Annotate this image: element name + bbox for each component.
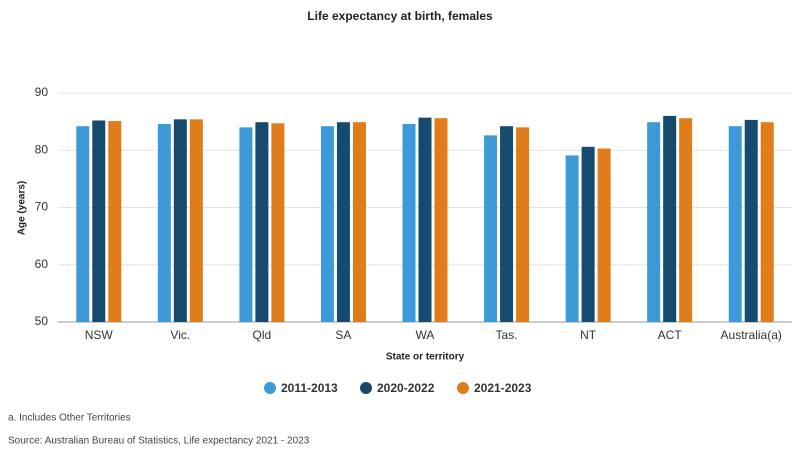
y-tick-label: 50 bbox=[35, 314, 49, 328]
y-axis-title: Age (years) bbox=[17, 181, 28, 235]
bar bbox=[516, 127, 530, 322]
y-tick-label: 70 bbox=[35, 200, 49, 214]
x-tick-label: NT bbox=[580, 328, 597, 342]
bar bbox=[108, 121, 122, 323]
chart-title: Life expectancy at birth, females bbox=[307, 9, 493, 23]
bar bbox=[565, 155, 579, 322]
bar bbox=[728, 126, 742, 322]
footnote: a. Includes Other Territories bbox=[8, 413, 131, 424]
bar bbox=[239, 127, 253, 322]
bar bbox=[76, 126, 90, 322]
x-axis-title: State or territory bbox=[386, 352, 465, 363]
legend-label: 2020-2022 bbox=[377, 381, 435, 395]
x-tick-label: Qld bbox=[253, 328, 272, 342]
bar bbox=[271, 123, 285, 322]
bar bbox=[581, 146, 595, 322]
bar bbox=[402, 123, 416, 322]
bar bbox=[418, 117, 432, 323]
legend-marker bbox=[264, 382, 276, 394]
legend-marker bbox=[457, 382, 469, 394]
bar bbox=[744, 119, 758, 322]
bar bbox=[597, 148, 611, 322]
legend-label: 2021-2023 bbox=[474, 381, 532, 395]
bar bbox=[500, 126, 514, 322]
y-tick-label: 90 bbox=[35, 85, 49, 99]
bar bbox=[647, 122, 661, 322]
bar bbox=[663, 115, 677, 323]
bar bbox=[352, 122, 366, 322]
x-tick-label: NSW bbox=[85, 328, 114, 342]
bar bbox=[157, 123, 171, 322]
x-tick-label: WA bbox=[416, 328, 435, 342]
bar bbox=[173, 119, 187, 323]
bar bbox=[189, 119, 203, 323]
bar bbox=[336, 122, 350, 322]
source: Source: Australian Bureau of Statistics,… bbox=[8, 436, 310, 447]
x-tick-label: ACT bbox=[658, 328, 683, 342]
y-tick-label: 60 bbox=[35, 257, 49, 271]
bar bbox=[320, 126, 334, 322]
legend-label: 2011-2013 bbox=[281, 381, 338, 395]
bar bbox=[679, 118, 693, 322]
x-tick-label: Tas. bbox=[496, 328, 518, 342]
x-tick-label: SA bbox=[335, 328, 351, 342]
bar bbox=[484, 135, 498, 322]
x-tick-label: Australia(a) bbox=[721, 328, 782, 342]
bar bbox=[434, 118, 448, 322]
bar bbox=[760, 122, 774, 322]
bar bbox=[92, 120, 106, 322]
x-tick-label: Vic. bbox=[170, 328, 190, 342]
y-tick-label: 80 bbox=[35, 142, 49, 156]
bar bbox=[255, 122, 269, 322]
legend-marker bbox=[360, 382, 372, 394]
